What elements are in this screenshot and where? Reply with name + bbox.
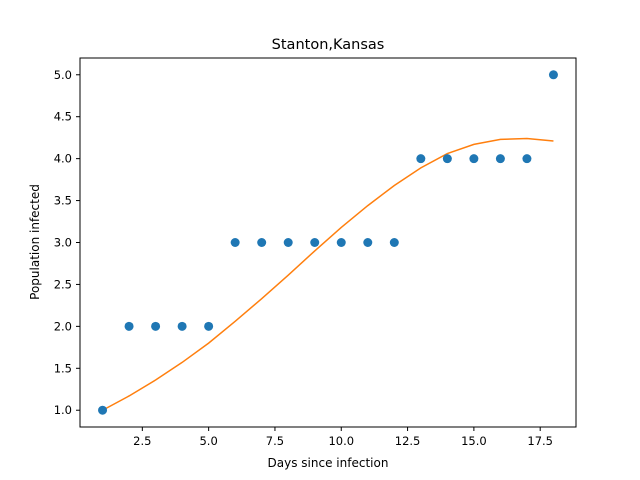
y-tick-label: 2.5 [54, 277, 72, 291]
x-tick-label: 12.5 [395, 434, 421, 448]
scatter-point [548, 70, 558, 80]
series-line-1 [102, 137, 554, 411]
scatter-point [495, 154, 505, 164]
scatter-point [124, 321, 134, 331]
x-tick-label: 7.5 [266, 434, 284, 448]
scatter-point [469, 154, 479, 164]
scatter-point [442, 154, 452, 164]
x-tick-label: 17.5 [527, 434, 553, 448]
y-tick-label: 4.0 [54, 152, 72, 166]
y-tick-label: 2.0 [54, 319, 72, 333]
y-tick-label: 5.0 [54, 68, 72, 82]
scatter-point [151, 321, 161, 331]
scatter-point [204, 321, 214, 331]
scatter-point [283, 238, 293, 247]
scatter-point [522, 154, 532, 164]
scatter-point [98, 405, 108, 415]
y-tick-label: 4.5 [54, 110, 72, 124]
plot-area [98, 70, 558, 415]
chart-title: Stanton,Kansas [272, 37, 385, 53]
x-tick-label: 2.5 [133, 434, 151, 448]
y-tick-label: 3.5 [54, 194, 72, 208]
scatter-point [177, 321, 187, 331]
y-tick-label: 1.0 [54, 403, 72, 417]
scatter-point [257, 238, 267, 247]
scatter-point [336, 238, 346, 247]
axes: 2.5 5.0 7.5 10.0 12.5 15.0 17.5 1.0 1.5 2.0 2.5 3.0… [54, 57, 577, 448]
x-tick-label: 15.0 [461, 434, 487, 448]
x-tick-label: 10.0 [328, 434, 354, 448]
scatter-point [416, 154, 426, 164]
scatter-point [363, 238, 373, 247]
scatter-point [310, 238, 320, 247]
x-tick-label: 5.0 [199, 434, 217, 448]
x-axis-label: Days since infection [268, 456, 389, 470]
y-tick-label: 1.5 [54, 361, 72, 375]
scatter-point [230, 238, 240, 247]
y-axis-label: Population infected [28, 184, 42, 300]
scatter-point [389, 238, 399, 247]
y-tick-label: 3.0 [54, 236, 72, 250]
